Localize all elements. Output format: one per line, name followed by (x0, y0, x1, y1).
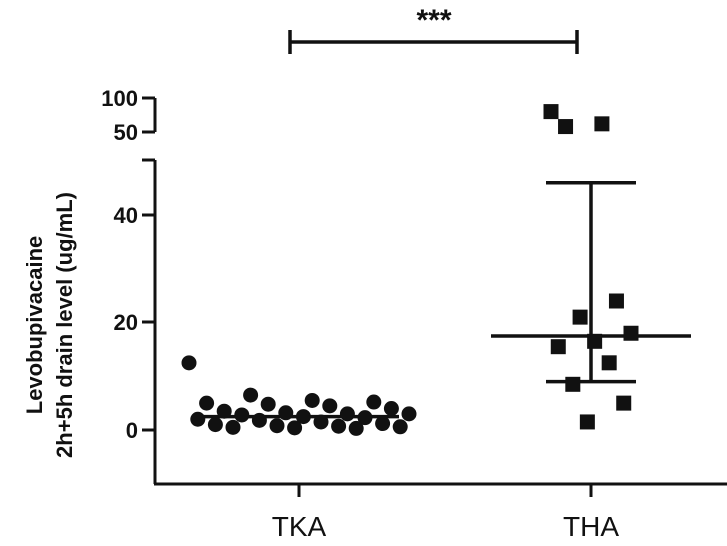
tka-data-point (207, 417, 223, 433)
tha-data-point (558, 119, 574, 135)
y-tick-label-20: 20 (114, 310, 138, 335)
tka-data-point (331, 418, 347, 434)
tka-data-point (181, 355, 197, 371)
x-tick-label-tka: TKA (272, 511, 327, 542)
y-tick-label-0: 0 (126, 418, 138, 443)
tka-data-point (401, 406, 417, 422)
tha-data-point (601, 355, 617, 371)
x-axis: TKA THA (154, 482, 727, 542)
tka-data-point (375, 416, 391, 432)
y-axis-label-line2: 2h+5h drain level (ug/mL) (52, 192, 77, 458)
tka-data-point (287, 420, 303, 436)
tka-data-point (190, 411, 206, 427)
tka-data-point (269, 418, 285, 434)
tha-data-point (616, 395, 632, 411)
tka-data-point (216, 403, 232, 419)
tka-data-point (199, 395, 215, 411)
significance-label: *** (416, 4, 451, 37)
tha-data-point (579, 414, 595, 430)
significance-bracket: *** (288, 4, 579, 54)
y-axis-lower: 40 20 0 (114, 158, 157, 484)
tka-data-point (357, 410, 373, 426)
tha-data-point (608, 293, 624, 309)
y-tick-label-100: 100 (101, 86, 138, 111)
tka-data-point (243, 387, 259, 403)
tka-data-point (348, 420, 364, 436)
tka-data-point (234, 407, 250, 423)
tka-data-point (260, 396, 276, 412)
tha-data-point (572, 309, 588, 325)
tha-data-point (623, 325, 639, 341)
y-axis-upper: 100 50 (101, 86, 157, 145)
tka-data-point (304, 392, 320, 408)
tka-data-point (278, 405, 294, 421)
tka-data-point (313, 414, 329, 430)
tha-data-point (550, 339, 566, 355)
tka-data-point (322, 398, 338, 414)
x-tick-label-tha: THA (563, 511, 619, 542)
tka-data-point (251, 412, 267, 428)
y-tick-label-40: 40 (114, 203, 138, 228)
tha-data-point (543, 104, 559, 120)
tka-data-point (392, 419, 408, 435)
tka-data-point (383, 401, 399, 416)
tka-data-point (366, 394, 382, 410)
tha-data-point (565, 376, 581, 392)
y-tick-label-50: 50 (114, 120, 138, 145)
tka-data-point (295, 409, 311, 425)
tka-data-point (225, 419, 241, 435)
tha-data-point (594, 116, 610, 132)
data-points (181, 104, 639, 436)
tka-data-point (339, 406, 355, 422)
y-axis-label-line1: Levobupivacaine (22, 236, 47, 415)
tha-data-point (587, 333, 603, 349)
